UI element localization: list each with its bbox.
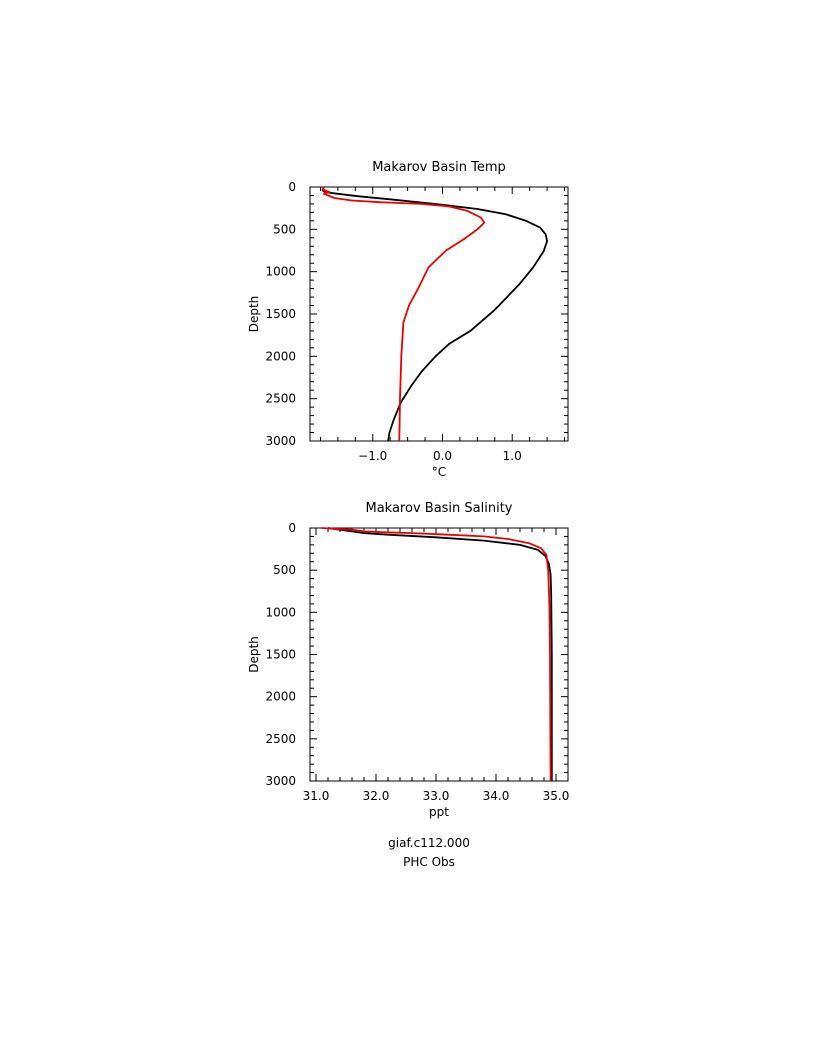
y-axis-label: Depth [247,636,261,673]
y-tick-label: 0 [288,521,296,535]
x-tick-label: 31.0 [303,789,330,803]
y-tick-label: 3000 [265,434,296,448]
legend-entry-model: giaf.c112.000 [388,836,470,850]
x-tick-label: 32.0 [363,789,390,803]
plot-frame [309,186,569,442]
x-tick-label: 0.0 [433,449,452,463]
y-tick-label: 500 [273,563,296,577]
series-model-line [321,186,548,442]
chart-title: Makarov Basin Temp [372,160,506,175]
y-tick-label: 1000 [265,605,296,619]
y-tick-label: 1000 [265,265,296,279]
y-tick-label: 2500 [265,392,296,406]
y-tick-label: 1500 [265,307,296,321]
x-tick-label: 34.0 [483,789,510,803]
x-tick-label: −1.0 [358,449,387,463]
x-axis-label: ppt [429,805,449,819]
y-tick-label: 1500 [265,648,296,662]
temperature-panel: Makarov Basin Temp 0 500 1000 1500 2000 2500 30… [247,160,569,479]
legend-entry-obs: PHC Obs [403,855,455,869]
plot-frame [309,527,569,782]
y-tick-label: 2500 [265,732,296,746]
series-obs-line [321,527,552,782]
y-tick-label: 0 [288,180,296,194]
chart-title: Makarov Basin Salinity [365,501,512,516]
y-tick-label: 2000 [265,690,296,704]
y-axis-label: Depth [247,296,261,333]
y-tick-label: 500 [273,222,296,236]
y-tick-label: 2000 [265,349,296,363]
x-tick-label: 35.0 [543,789,570,803]
x-axis-label: °C [432,465,446,479]
x-tick-label: 1.0 [503,449,522,463]
y-tick-label: 3000 [265,774,296,788]
series-obs-line [321,186,486,442]
x-tick-label: 33.0 [423,789,450,803]
series-model-line [327,527,553,781]
salinity-panel: Makarov Basin Salinity 0 500 1000 1500 2000 25… [247,501,569,819]
